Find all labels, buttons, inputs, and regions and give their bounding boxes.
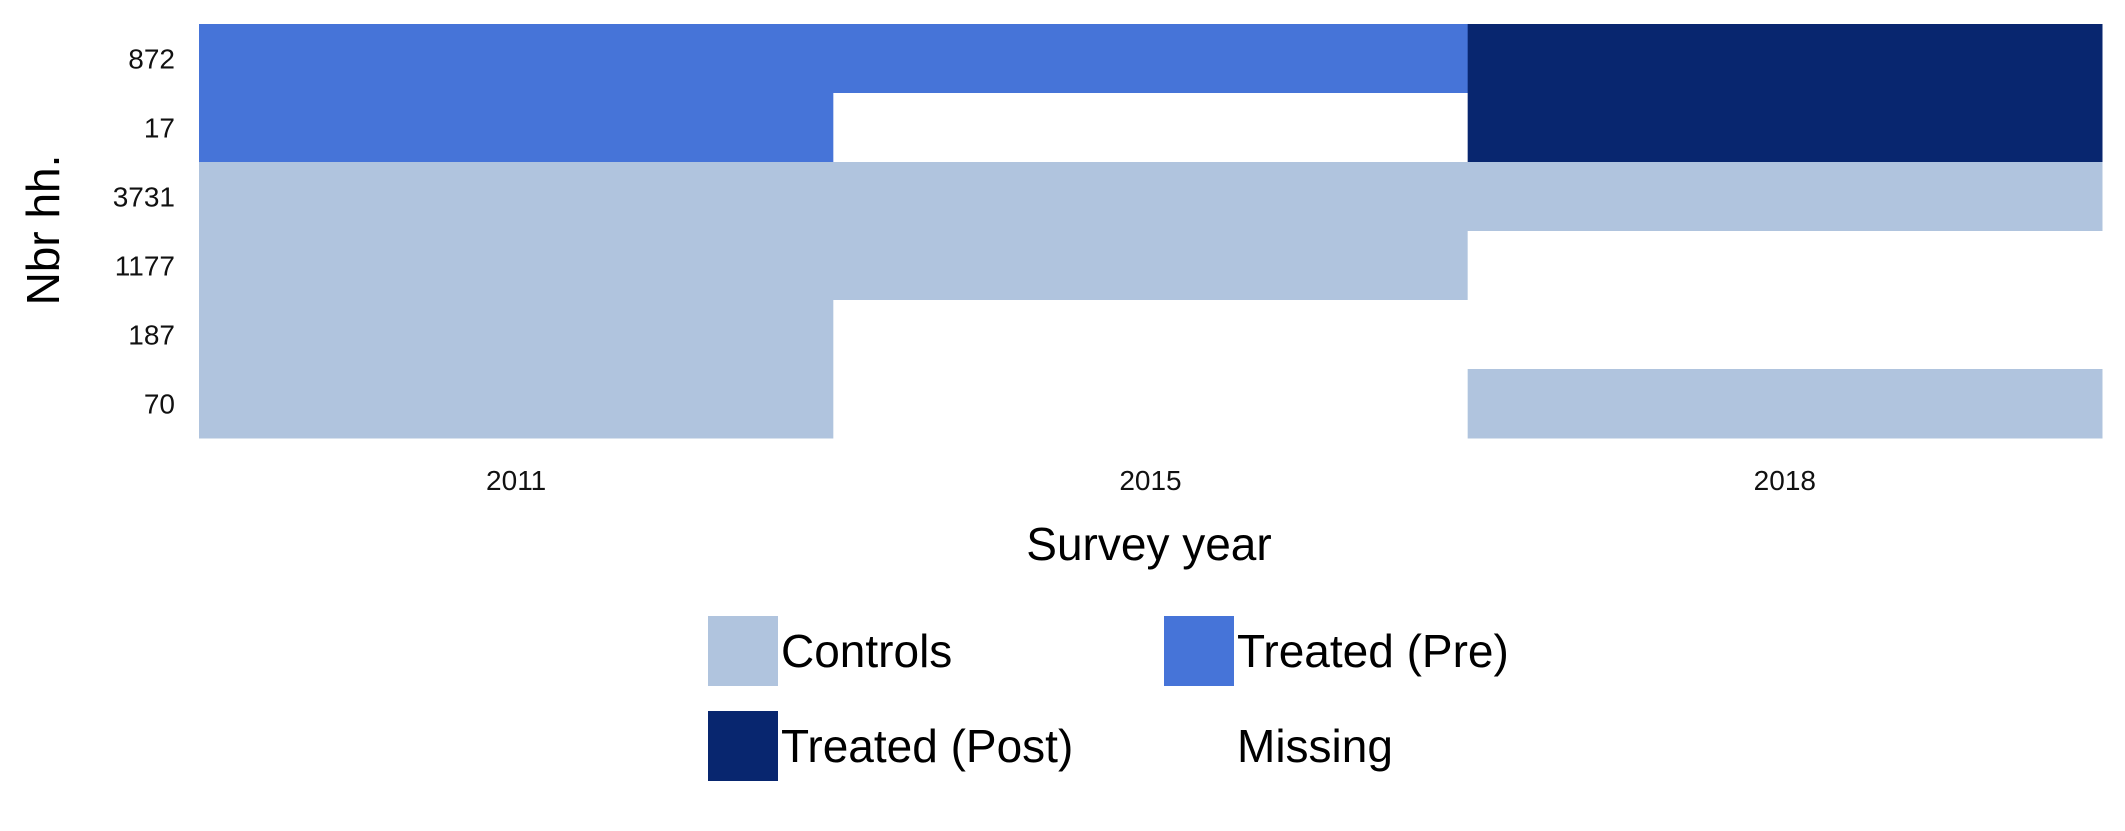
- legend-swatch: [708, 616, 778, 686]
- legend: Controls Treated (Pre) Treated (Post) Missi…: [708, 616, 1509, 781]
- y-axis-title: Nbr hh.: [17, 155, 69, 306]
- heatmap-cell-1177-2018: [1467, 231, 2103, 301]
- y-tick-labels: 872 17 3731 1177 187 70: [113, 44, 175, 420]
- heatmap-cell-187-2011: [199, 300, 834, 370]
- legend-label: Controls: [781, 625, 952, 677]
- x-tick-label: 2015: [1119, 465, 1181, 496]
- legend-label: Treated (Pre): [1237, 625, 1509, 677]
- x-tick-label: 2011: [486, 465, 546, 496]
- legend-swatch: [1164, 616, 1234, 686]
- heatmap-cell-872-2011: [199, 24, 834, 94]
- heatmap-cell-187-2015: [833, 300, 1469, 370]
- legend-swatch: [1164, 711, 1234, 781]
- heatmap-cell-187-2018: [1467, 300, 2103, 370]
- y-tick-label: 1177: [115, 251, 175, 282]
- legend-item-controls: Controls: [708, 616, 952, 686]
- x-axis-title: Survey year: [1026, 518, 1271, 570]
- heatmap-cell-1177-2015: [833, 231, 1469, 301]
- y-tick-label: 187: [128, 320, 175, 351]
- x-tick-label: 2018: [1754, 465, 1816, 496]
- heatmap-cell-3731-2018: [1467, 162, 2103, 232]
- legend-item-post: Treated (Post): [708, 711, 1073, 781]
- y-tick-label: 872: [128, 44, 175, 75]
- heatmap-cell-872-2015: [833, 24, 1469, 94]
- heatmap-cell-17-2015: [833, 93, 1469, 163]
- heatmap-cell-872-2018: [1467, 24, 2103, 94]
- heatmap-cell-17-2018: [1467, 93, 2103, 163]
- heatmap-cell-17-2011: [199, 93, 834, 163]
- legend-item-missing: Missing: [1164, 711, 1393, 781]
- heatmap-cell-70-2015: [833, 369, 1469, 439]
- y-tick-label: 3731: [113, 182, 175, 213]
- heatmap-cell-1177-2011: [199, 231, 834, 301]
- heatmap-cell-3731-2011: [199, 162, 834, 232]
- legend-label: Treated (Post): [781, 720, 1073, 772]
- y-tick-label: 17: [144, 113, 175, 144]
- x-tick-labels: 2011 2015 2018: [486, 465, 1816, 496]
- y-tick-label: 70: [144, 389, 175, 420]
- heatmap-cells: [199, 24, 2103, 439]
- heatmap-cell-70-2018: [1467, 369, 2103, 439]
- legend-item-pre: Treated (Pre): [1164, 616, 1509, 686]
- heatmap-cell-3731-2015: [833, 162, 1469, 232]
- heatmap-cell-70-2011: [199, 369, 834, 439]
- legend-swatch: [708, 711, 778, 781]
- legend-label: Missing: [1237, 720, 1393, 772]
